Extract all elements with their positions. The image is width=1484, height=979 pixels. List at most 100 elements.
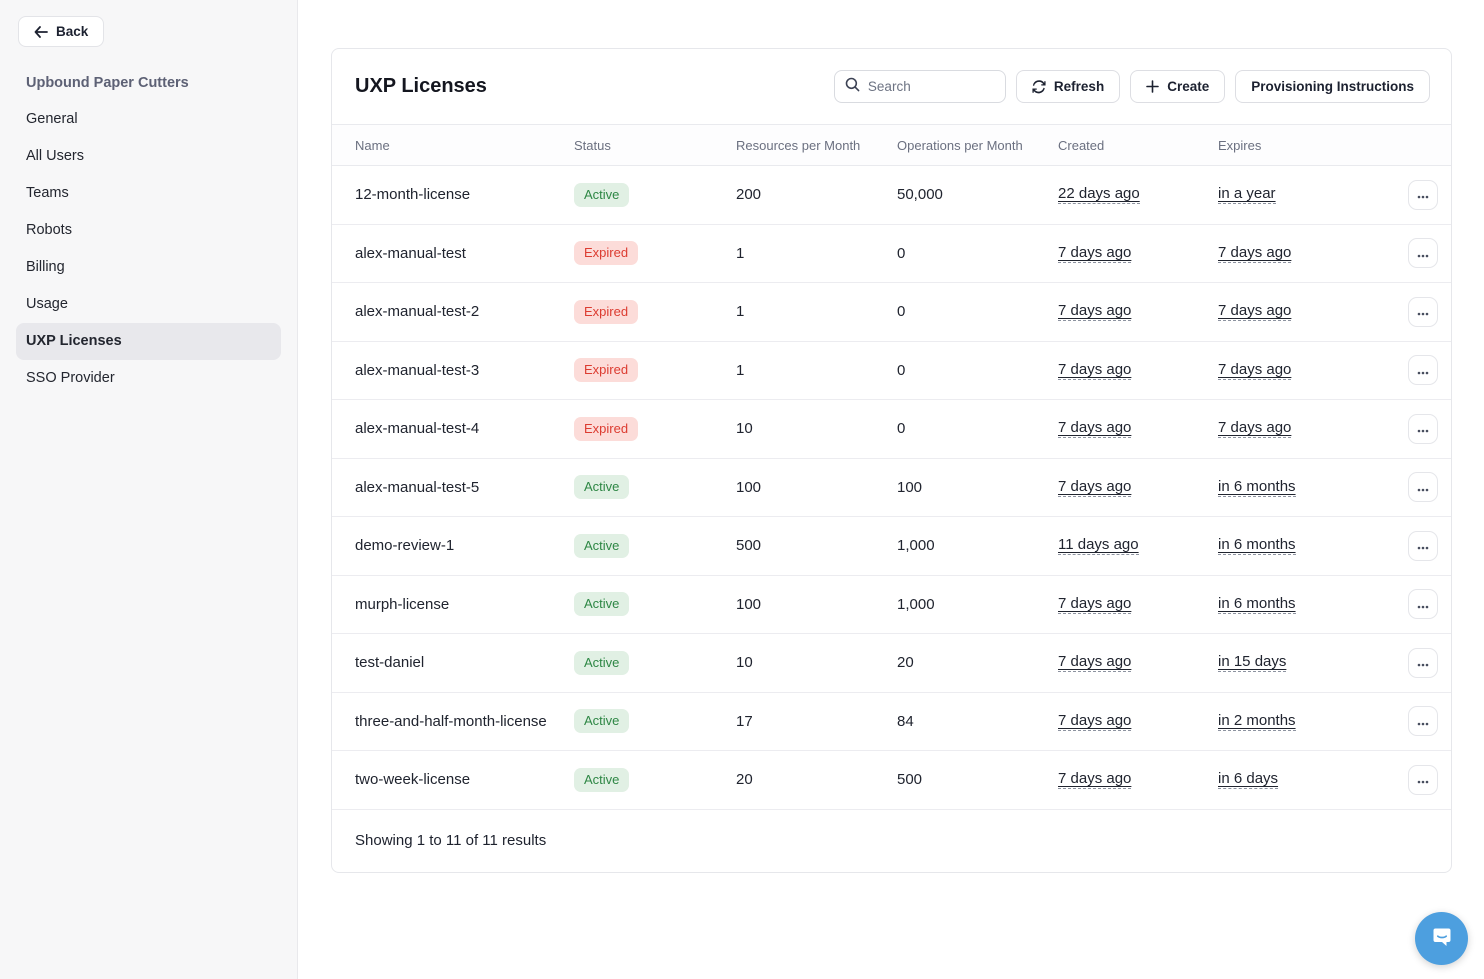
expires-cell: in 2 months (1218, 712, 1395, 731)
expires-value: in 2 months (1218, 711, 1296, 731)
create-button[interactable]: Create (1130, 70, 1226, 103)
sidebar-item-uxp-licenses[interactable]: UXP Licenses (16, 323, 281, 360)
ellipsis-icon (1417, 304, 1429, 319)
column-header-name: Name (355, 137, 390, 153)
status-cell: Expired (574, 358, 736, 383)
status-cell: Expired (574, 299, 736, 324)
ellipsis-icon (1417, 714, 1429, 729)
created-cell: 7 days ago (1058, 419, 1218, 439)
table-row: murph-license Active 100 1,000 7 days ag… (332, 576, 1451, 634)
status-badge: Active (574, 533, 630, 558)
created-cell: 7 days ago (1058, 361, 1218, 380)
uxp-licenses-card: UXP Licenses (331, 48, 1452, 873)
created-cell: 22 days ago (1058, 185, 1218, 205)
expires-cell: 7 days ago (1218, 302, 1395, 322)
license-name: three-and-half-month-license (355, 712, 547, 730)
expires-value: in 6 months (1218, 594, 1296, 614)
expires-value: in 6 months (1218, 477, 1296, 497)
license-name: alex-manual-test-2 (355, 303, 480, 321)
table-header-row: Name Status Resources per Month Operatio… (332, 124, 1451, 166)
resources-per-month: 500 (736, 537, 762, 555)
expires-cell: in 6 months (1218, 595, 1395, 614)
row-menu-button[interactable] (1408, 472, 1438, 503)
sidebar: Back Upbound Paper Cutters General All U… (0, 0, 298, 979)
expires-cell: in 15 days (1218, 653, 1395, 673)
expires-value: in 6 months (1218, 536, 1296, 556)
expires-cell: in 6 days (1218, 770, 1395, 790)
sidebar-item-label: Teams (26, 185, 69, 201)
table-row: alex-manual-test-5 Active 100 100 7 days… (332, 459, 1451, 517)
row-menu-button[interactable] (1408, 413, 1438, 444)
table-row: two-week-license Active 20 500 7 days ag… (332, 751, 1451, 810)
sidebar-item-billing[interactable]: Billing (16, 249, 281, 286)
operations-per-month: 1,000 (897, 537, 935, 555)
chat-bubble-icon (1429, 924, 1455, 953)
table-row: alex-manual-test-4 Expired 10 0 7 days a… (332, 400, 1451, 459)
created-cell: 7 days ago (1058, 478, 1218, 497)
created-value: 7 days ago (1058, 360, 1132, 380)
row-menu-button[interactable] (1408, 355, 1438, 386)
license-name: demo-review-1 (355, 537, 455, 555)
ellipsis-icon (1417, 480, 1429, 495)
expires-cell: in 6 months (1218, 478, 1395, 497)
column-header-status: Status (574, 137, 611, 153)
sidebar-item-teams[interactable]: Teams (16, 175, 281, 212)
expires-value: 7 days ago (1218, 360, 1292, 380)
status-cell: Active (574, 709, 736, 734)
expires-cell: 7 days ago (1218, 419, 1395, 439)
license-name: two-week-license (355, 771, 471, 789)
row-menu-button[interactable] (1408, 764, 1438, 795)
license-name: test-daniel (355, 654, 425, 672)
status-cell: Active (574, 592, 736, 617)
actions-cell (1395, 238, 1451, 269)
sidebar-item-label: Billing (26, 259, 65, 275)
license-name: alex-manual-test-3 (355, 361, 480, 379)
actions-cell (1395, 296, 1451, 327)
operations-per-month: 0 (897, 361, 906, 379)
row-menu-button[interactable] (1408, 647, 1438, 678)
expires-value: in a year (1218, 185, 1276, 205)
sidebar-item-sso-provider[interactable]: SSO Provider (16, 360, 281, 397)
sidebar-item-robots[interactable]: Robots (16, 212, 281, 249)
status-cell: Expired (574, 241, 736, 266)
resources-per-month: 10 (736, 654, 753, 672)
row-menu-button[interactable] (1408, 179, 1438, 210)
row-menu-button[interactable] (1408, 589, 1438, 620)
sidebar-item-general[interactable]: General (16, 101, 281, 138)
created-value: 7 days ago (1058, 594, 1132, 614)
ellipsis-icon (1417, 421, 1429, 436)
search-input[interactable] (867, 79, 995, 94)
status-badge: Active (574, 475, 630, 500)
provisioning-instructions-button[interactable]: Provisioning Instructions (1235, 70, 1430, 103)
license-name: alex-manual-test-5 (355, 478, 480, 496)
row-menu-button[interactable] (1408, 238, 1438, 269)
provisioning-label: Provisioning Instructions (1251, 79, 1414, 94)
search-box[interactable] (833, 70, 1006, 103)
created-value: 7 days ago (1058, 770, 1132, 790)
row-menu-button[interactable] (1408, 706, 1438, 737)
operations-per-month: 0 (897, 420, 906, 438)
actions-cell (1395, 530, 1451, 561)
created-cell: 7 days ago (1058, 595, 1218, 614)
license-name: alex-manual-test (355, 244, 466, 262)
status-badge: Active (574, 767, 630, 792)
sidebar-item-usage[interactable]: Usage (16, 286, 281, 323)
card-header: UXP Licenses (332, 49, 1451, 124)
arrow-left-icon (34, 25, 48, 38)
refresh-button[interactable]: Refresh (1015, 70, 1121, 103)
sidebar-item-label: General (26, 111, 78, 127)
status-badge: Active (574, 650, 630, 675)
back-button[interactable]: Back (18, 16, 105, 47)
sidebar-item-all-users[interactable]: All Users (16, 138, 281, 175)
create-label: Create (1167, 79, 1210, 94)
resources-per-month: 100 (736, 478, 762, 496)
row-menu-button[interactable] (1408, 530, 1438, 561)
ellipsis-icon (1417, 597, 1429, 612)
operations-per-month: 0 (897, 244, 906, 262)
ellipsis-icon (1417, 772, 1429, 787)
row-menu-button[interactable] (1408, 296, 1438, 327)
table-row: alex-manual-test Expired 1 0 7 days ago … (332, 225, 1451, 283)
created-cell: 7 days ago (1058, 770, 1218, 790)
chat-launcher-button[interactable] (1415, 912, 1468, 965)
created-value: 7 days ago (1058, 711, 1132, 731)
